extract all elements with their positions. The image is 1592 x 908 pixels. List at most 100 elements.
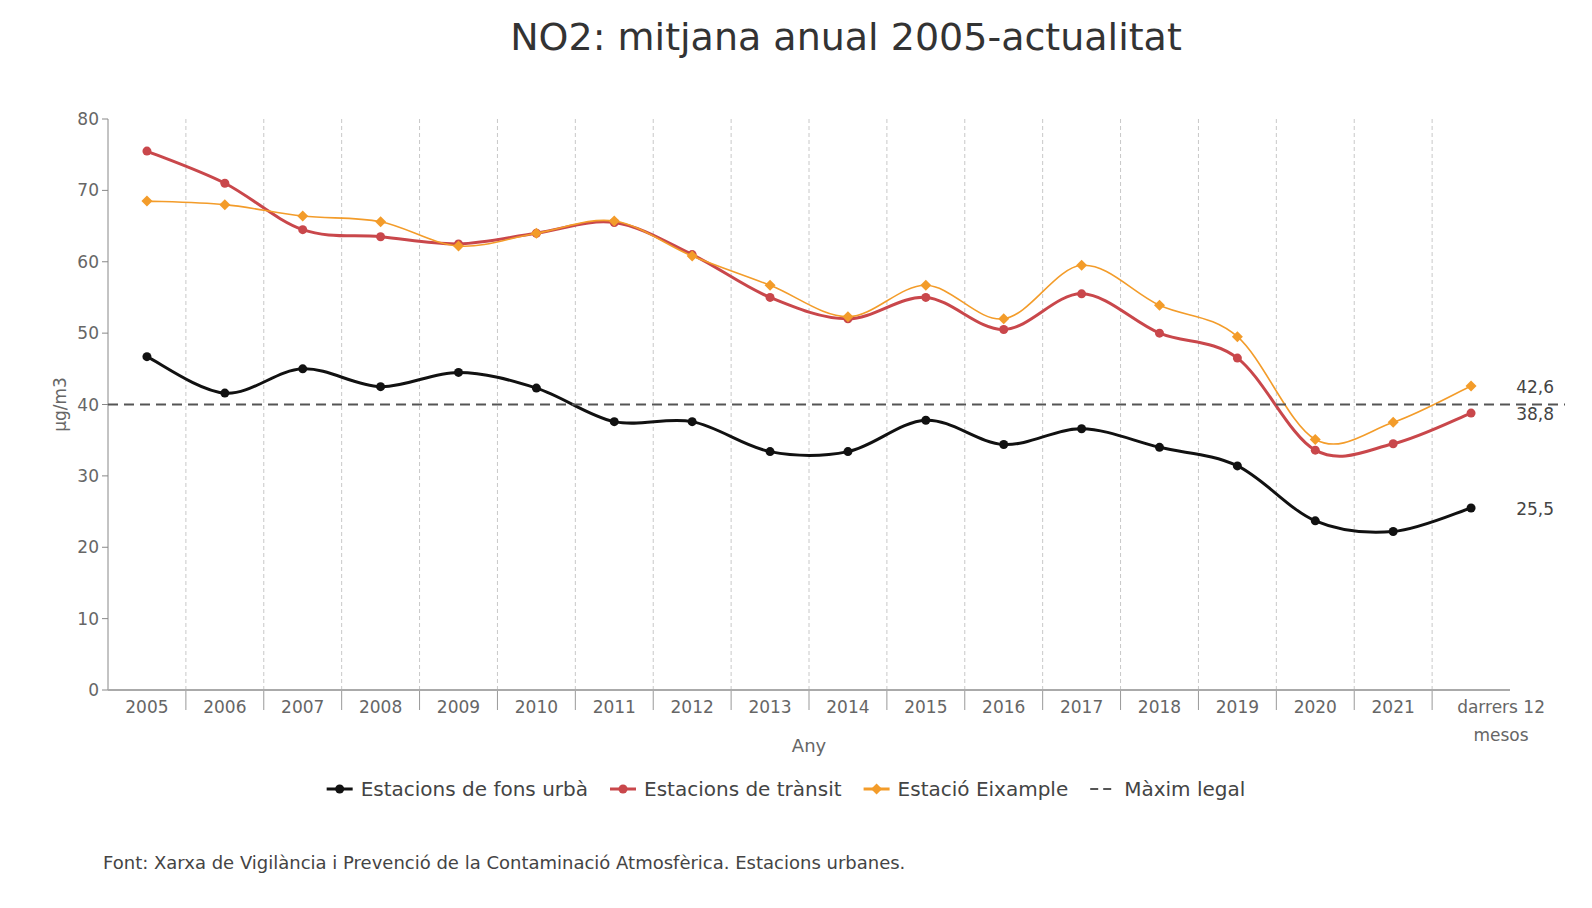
x-axis-title: Any [792,735,827,756]
point-marker [609,216,620,227]
series-line [147,357,1471,533]
data-label: 42,6 [1516,377,1554,397]
point-marker [1389,439,1398,448]
plot-area [141,147,1476,536]
legend-label: Estacions de fons urbà [361,777,588,801]
x-tick-mark [886,690,887,710]
x-tick-label: 2009 [437,697,480,717]
point-marker [1467,503,1476,512]
point-marker [454,368,463,377]
point-marker [220,389,229,398]
point-marker [1233,461,1242,470]
x-tick-mark [809,690,810,710]
data-label: 38,8 [1516,404,1554,424]
point-marker [688,417,697,426]
y-tick-label: 70 [77,180,99,200]
point-marker [1076,260,1087,271]
legend-item: Estacions de fons urbà [327,777,588,801]
x-tick-label: 2021 [1372,697,1415,717]
x-tick-label: 2015 [904,697,947,717]
x-tick-label: darrers 12mesos [1457,697,1545,745]
point-marker [376,382,385,391]
x-tick-mark [1354,690,1355,710]
x-tick-mark [1120,690,1121,710]
point-marker [142,352,151,361]
point-marker [375,216,386,227]
point-marker [765,280,776,291]
x-tick-mark [575,690,576,710]
x-tick-label: 2010 [515,697,558,717]
point-marker [532,384,541,393]
legend-label: Màxim legal [1124,777,1245,801]
legend-marker [335,785,344,794]
point-marker [220,179,229,188]
x-tick-mark [1042,690,1043,710]
legend-marker [619,785,628,794]
x-tick-mark [263,690,264,710]
legend-item: Estació Eixample [864,777,1069,801]
point-marker [1233,354,1242,363]
x-tick-label: 2013 [748,697,791,717]
point-marker [1077,424,1086,433]
y-tick-label: 30 [77,466,99,486]
point-marker [1155,329,1164,338]
point-marker [921,416,930,425]
x-tick-mark [1276,690,1277,710]
x-tick-mark [419,690,420,710]
y-tick-mark [102,404,108,405]
point-marker [298,364,307,373]
point-marker [687,251,698,262]
point-marker [1310,434,1321,445]
legend-item: Estacions de trànsit [610,777,842,801]
y-tick-mark [102,190,108,191]
y-tick-label: 0 [88,680,99,700]
point-marker [842,311,853,322]
point-marker [843,447,852,456]
x-grid-line [263,119,264,690]
point-marker [766,293,775,302]
y-tick-label: 20 [77,537,99,557]
series [142,352,1475,536]
x-tick-mark [731,690,732,710]
point-marker [921,293,930,302]
point-marker [376,232,385,241]
point-marker [532,229,541,238]
y-tick-mark [102,333,108,334]
x-tick-mark [964,690,965,710]
x-tick-label: 2006 [203,697,246,717]
x-grid-line [731,119,732,690]
x-tick-label: 2008 [359,697,402,717]
point-marker [610,417,619,426]
x-tick-mark [497,690,498,710]
x-tick-label: 2017 [1060,697,1103,717]
x-tick-label: 2011 [593,697,636,717]
legend: Estacions de fons urbà Estacions de tràns… [327,777,1246,801]
legend-swatch [1090,788,1116,790]
x-tick-label: 2014 [826,697,869,717]
x-tick-label: 2007 [281,697,324,717]
point-marker [142,147,151,156]
y-axis-title: µg/m3 [50,377,70,432]
legend-item: Màxim legal [1090,777,1245,801]
point-marker [1155,443,1164,452]
y-tick-mark [102,475,108,476]
series [142,147,1475,457]
x-grid-line [185,119,186,690]
point-marker [920,280,931,291]
point-marker [1388,417,1399,428]
source-note: Font: Xarxa de Vigilància i Prevenció de… [103,852,905,873]
y-tick-label: 60 [77,252,99,272]
x-tick-mark [341,690,342,710]
point-marker [219,199,230,210]
y-tick-mark [102,119,108,120]
point-marker [141,196,152,207]
y-tick-label: 80 [77,109,99,129]
series-line [147,151,1471,456]
x-tick-mark [653,690,654,710]
point-marker [1389,527,1398,536]
x-grid-line [1354,119,1355,690]
x-tick-label: 2012 [671,697,714,717]
point-marker [298,225,307,234]
point-marker [1154,300,1165,311]
point-marker [766,447,775,456]
